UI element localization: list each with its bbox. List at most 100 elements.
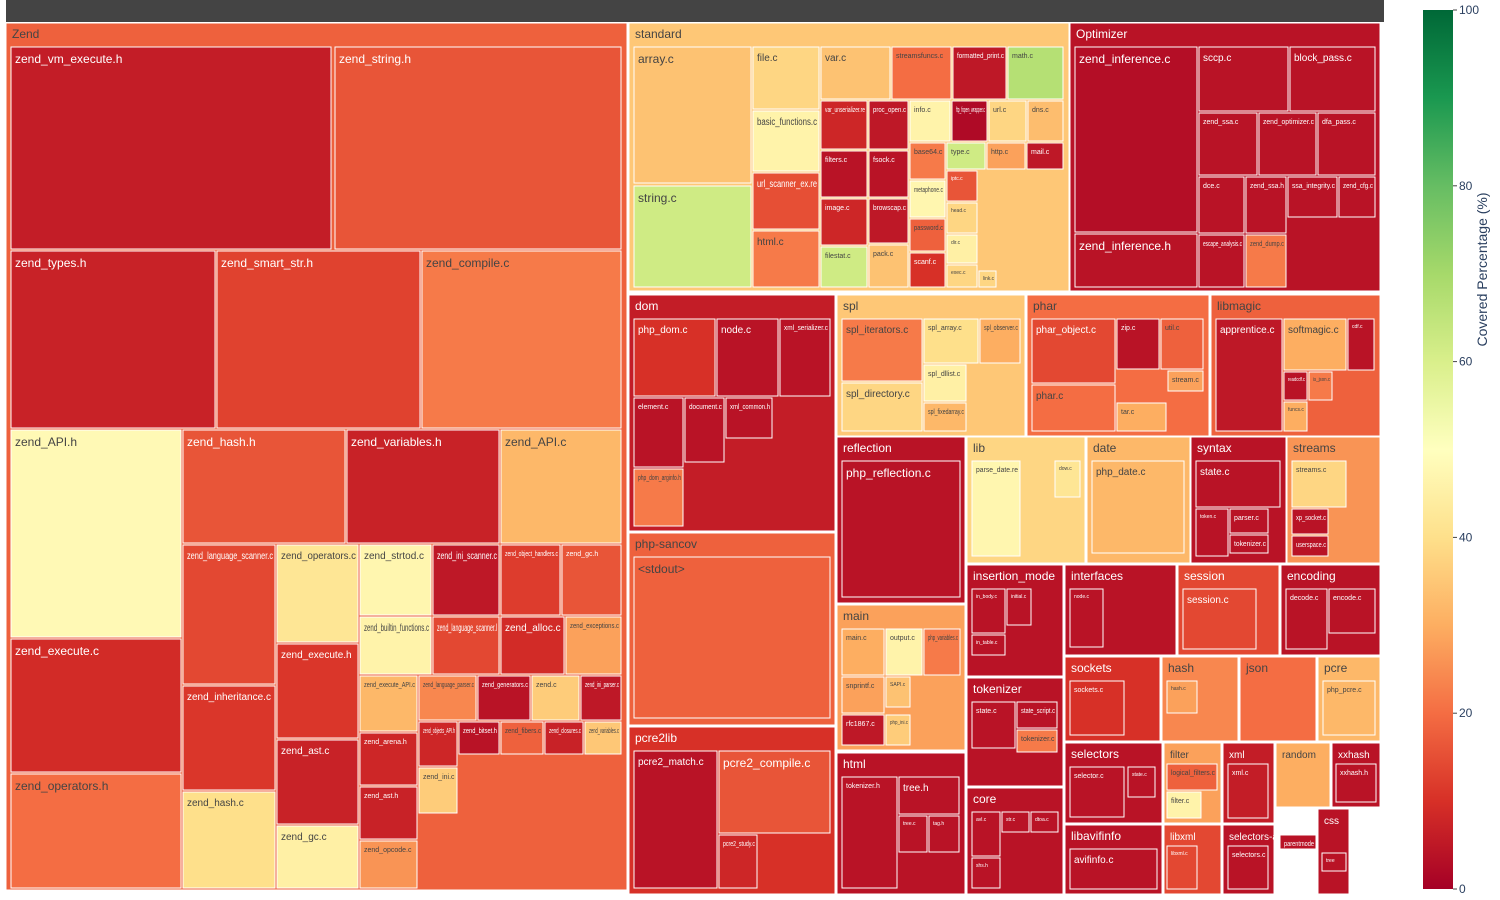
file-tile-spl-spl-iterators-c[interactable] <box>841 318 923 382</box>
file-tile-standard-http-c[interactable] <box>986 142 1026 170</box>
file-tile-insertion-mode-in-table-c[interactable] <box>971 634 1006 656</box>
file-tile-selectors-state-c[interactable] <box>1127 766 1156 798</box>
file-tile-zend-zend-execute-api-c[interactable] <box>359 675 418 732</box>
file-tile-core-str-c[interactable] <box>1001 811 1030 833</box>
file-tile-main-main-c[interactable] <box>841 628 885 676</box>
group-dom[interactable]: dom php_dom.c node.c xml_serializer.celemen… <box>628 294 836 532</box>
file-tile-zend-zend-language-scanner-l[interactable] <box>432 616 500 675</box>
file-tile-zend-zend-alloc-c[interactable] <box>500 616 565 675</box>
group-lib[interactable]: lib parse_date.re dow.c <box>966 436 1086 564</box>
file-tile-html-tree-c[interactable] <box>898 815 928 853</box>
file-tile-standard-iptc-c[interactable] <box>946 170 978 202</box>
group-tile-css[interactable] <box>1317 808 1350 895</box>
file-tile-zend-zend-closures-c[interactable] <box>544 721 584 755</box>
file-tile-standard-filestat-c[interactable] <box>820 246 868 288</box>
file-tile-optimizer-ssa-integrity-c[interactable] <box>1287 176 1338 218</box>
file-tile-interfaces-node-c[interactable] <box>1069 588 1104 648</box>
file-tile-pcre2lib-pcre2-compile-c[interactable] <box>718 750 831 834</box>
file-tile-zend-zend-hash-h[interactable] <box>182 429 346 544</box>
file-tile-standard-math-c[interactable] <box>1007 46 1064 100</box>
file-tile-standard-dns-c[interactable] <box>1027 100 1064 142</box>
file-tile-zend-zend-strtod-c[interactable] <box>359 544 432 616</box>
file-tile-zend-zend-smart-str-h[interactable] <box>216 250 421 429</box>
file-tile-zend-zend-language-parser-c[interactable] <box>418 675 477 721</box>
group-phar[interactable]: phar phar_object.c zip.c util.c phar.c tar.c s… <box>1026 294 1210 437</box>
file-tile-optimizer-dfa-pass-c[interactable] <box>1317 112 1376 176</box>
file-tile-zend-zend-ast-c[interactable] <box>276 739 359 825</box>
file-tile-libmagic-cdf-c[interactable] <box>1347 318 1375 371</box>
file-tile-zend-zend-ast-h[interactable] <box>359 786 418 840</box>
group-filter[interactable]: filter logical_filters.c filter.c <box>1163 742 1222 824</box>
group-spl[interactable]: spl spl_iterators.c spl_array.c spl_observe… <box>836 294 1026 437</box>
file-tile-phar-tar-c[interactable] <box>1116 402 1167 432</box>
file-tile-html-tokenizer-h[interactable] <box>841 776 898 889</box>
file-tile-standard-html-c[interactable] <box>752 230 820 288</box>
file-tile-zend-zend-ini-c[interactable] <box>418 767 458 814</box>
file-tile-standard-url-c[interactable] <box>988 100 1027 142</box>
file-tile-main-php-ini-c[interactable] <box>885 714 911 746</box>
file-tile-reflection-php-reflection-c[interactable] <box>841 460 961 598</box>
file-tile-lib-dow-c[interactable] <box>1054 460 1081 498</box>
file-tile-standard-password-c[interactable] <box>909 218 946 252</box>
file-tile-standard-pack-c[interactable] <box>868 244 909 288</box>
file-tile-html-tree-h[interactable] <box>898 776 960 815</box>
group-xxhash[interactable]: xxhash xxhash.h <box>1331 742 1381 808</box>
group-interfaces[interactable]: interfaces node.c <box>1064 564 1177 656</box>
file-tile-tokenizer-state-script-c[interactable] <box>1016 701 1058 729</box>
file-tile-tokenizer-state-c[interactable] <box>971 701 1016 749</box>
file-tile-zend-zend-ini-parser-c[interactable] <box>580 675 622 721</box>
file-tile-spl-spl-fixedarray-c[interactable] <box>923 402 967 432</box>
group-json[interactable]: json <box>1239 656 1317 742</box>
file-tile-zend-zend-execute-h[interactable] <box>276 643 359 739</box>
file-tile-filter-filter-c[interactable] <box>1166 791 1202 819</box>
file-tile-zend-zend-variables-h[interactable] <box>346 429 500 544</box>
file-tile-xml-xml-c[interactable] <box>1227 763 1269 819</box>
file-tile-zend-zend-operators-c[interactable] <box>276 544 359 643</box>
file-tile-spl-spl-array-c[interactable] <box>923 318 979 364</box>
file-tile-encoding-encode-c[interactable] <box>1328 588 1376 634</box>
group-php-sancov[interactable]: php-sancov <stdout> <box>628 532 836 726</box>
file-tile-standard-link-c[interactable] <box>978 270 997 288</box>
file-tile-libavifinfo-avifinfo-c[interactable] <box>1069 848 1158 890</box>
file-tile-core-shs-h[interactable] <box>971 857 1001 889</box>
file-tile-zend-zend-inheritance-c[interactable] <box>182 685 276 791</box>
file-tile-zend-zend-string-h[interactable] <box>334 46 622 250</box>
file-tile-optimizer-sccp-c[interactable] <box>1198 46 1289 112</box>
file-tile-zend-zend-api-h[interactable] <box>10 429 182 638</box>
file-tile-zend-zend-c[interactable] <box>531 675 580 721</box>
file-tile-standard-exec-c[interactable] <box>946 264 978 288</box>
file-tile-spl-spl-observer-c[interactable] <box>979 318 1021 364</box>
file-tile-main-snprintf-c[interactable] <box>841 676 885 714</box>
file-tile-main-output-c[interactable] <box>885 628 923 676</box>
file-tile-dom-php-dom-c[interactable] <box>633 318 716 397</box>
file-tile-zend-zend-object-handlers-c[interactable] <box>500 544 561 616</box>
file-tile-standard-head-c[interactable] <box>946 202 978 234</box>
group-main[interactable]: main main.c output.c php_variables.csnprint… <box>836 604 966 751</box>
group-reflection[interactable]: reflection php_reflection.c <box>836 436 966 604</box>
file-tile-tokenizer-tokenizer-c[interactable] <box>1016 729 1058 753</box>
file-tile-standard-metaphone-c[interactable] <box>909 180 946 218</box>
group-selectors[interactable]: selectors selector.c state.c <box>1064 742 1163 824</box>
file-tile-xxhash-xxhash-h[interactable] <box>1335 763 1377 803</box>
file-tile-zend-zend-api-c[interactable] <box>500 429 622 544</box>
file-tile-streams-xp-socket-c[interactable] <box>1291 508 1329 535</box>
file-tile-encoding-decode-c[interactable] <box>1285 588 1328 650</box>
file-tile-zend-zend-variables-c[interactable] <box>584 721 622 755</box>
file-tile-dom-element-c[interactable] <box>633 397 684 468</box>
file-tile-zend-zend-arena-h[interactable] <box>359 732 418 786</box>
file-tile-dom-document-c[interactable] <box>684 397 725 463</box>
file-tile-libxml-libxml-c[interactable] <box>1166 845 1198 890</box>
group-hash[interactable]: hash hash.c <box>1161 656 1239 742</box>
file-tile-syntax-parser-c[interactable] <box>1229 508 1269 534</box>
file-tile-zend-zend-types-h[interactable] <box>10 250 216 429</box>
group-sockets[interactable]: sockets sockets.c <box>1064 656 1161 742</box>
file-tile-standard-ftp-fopen-wrapper-c[interactable] <box>951 100 988 142</box>
group-streams[interactable]: streams streams.c xp_socket.c userspace.c <box>1286 436 1381 564</box>
file-tile-main-php-variables-c[interactable] <box>923 628 961 676</box>
group-html[interactable]: html tokenizer.h tree.h tree.c tag.h <box>836 752 966 895</box>
treemap-root-bar[interactable] <box>6 0 1384 22</box>
file-tile-standard-var-unserializer-re[interactable] <box>820 100 868 150</box>
file-tile-streams-streams-c[interactable] <box>1291 460 1347 508</box>
file-tile-spl-spl-dllist-c[interactable] <box>923 364 967 402</box>
group-pcre2lib[interactable]: pcre2lib pcre2_match.c pcre2_compile.cpcre… <box>628 726 836 895</box>
